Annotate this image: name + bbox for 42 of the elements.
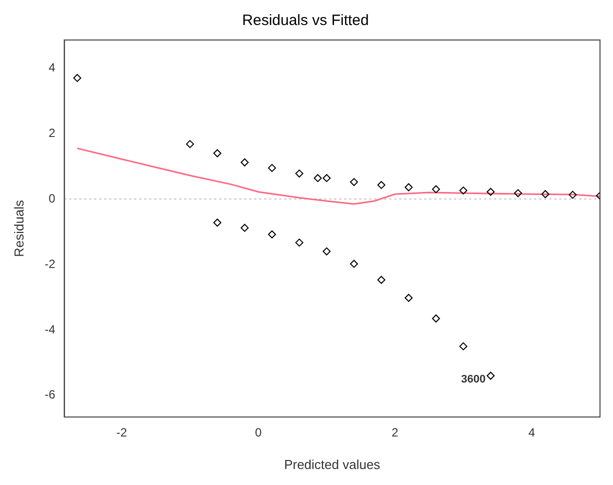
point	[240, 224, 249, 232]
point	[486, 188, 495, 196]
point	[514, 189, 522, 198]
point	[486, 372, 495, 380]
point	[240, 158, 249, 166]
point	[268, 164, 276, 172]
point	[404, 183, 413, 192]
point	[213, 218, 222, 227]
point	[432, 185, 440, 194]
y-tick-label: -6	[44, 388, 56, 402]
point	[568, 190, 577, 199]
point	[295, 238, 304, 247]
point	[73, 74, 82, 82]
point	[377, 180, 386, 189]
point	[322, 247, 331, 256]
point	[295, 170, 304, 178]
x-tick-label: 2	[392, 426, 399, 440]
chart-title: Residuals vs Fitted	[242, 12, 369, 30]
y-tick-label: 4	[48, 60, 56, 74]
point	[541, 190, 550, 198]
annotation: 3600	[461, 373, 486, 386]
point	[322, 174, 331, 182]
y-tick-label: -2	[44, 256, 56, 271]
point	[432, 314, 440, 322]
y-tick-label: -4	[44, 322, 56, 336]
x-tick-label: 0	[254, 426, 262, 440]
y-tick-label: 2	[48, 126, 56, 140]
x-tick-label: 4	[528, 426, 536, 440]
point	[350, 260, 358, 268]
point	[268, 230, 276, 238]
point	[350, 178, 358, 186]
x-axis-title: Predicted values	[284, 456, 381, 472]
point	[186, 140, 194, 148]
x-tick-label: -2	[116, 426, 128, 440]
y-tick-label: 0	[48, 191, 56, 206]
point	[459, 342, 468, 350]
y-axis-title: Residuals	[11, 199, 26, 258]
point	[314, 174, 322, 182]
point	[459, 186, 468, 195]
point	[404, 294, 413, 302]
point	[213, 149, 222, 158]
point	[377, 276, 386, 284]
